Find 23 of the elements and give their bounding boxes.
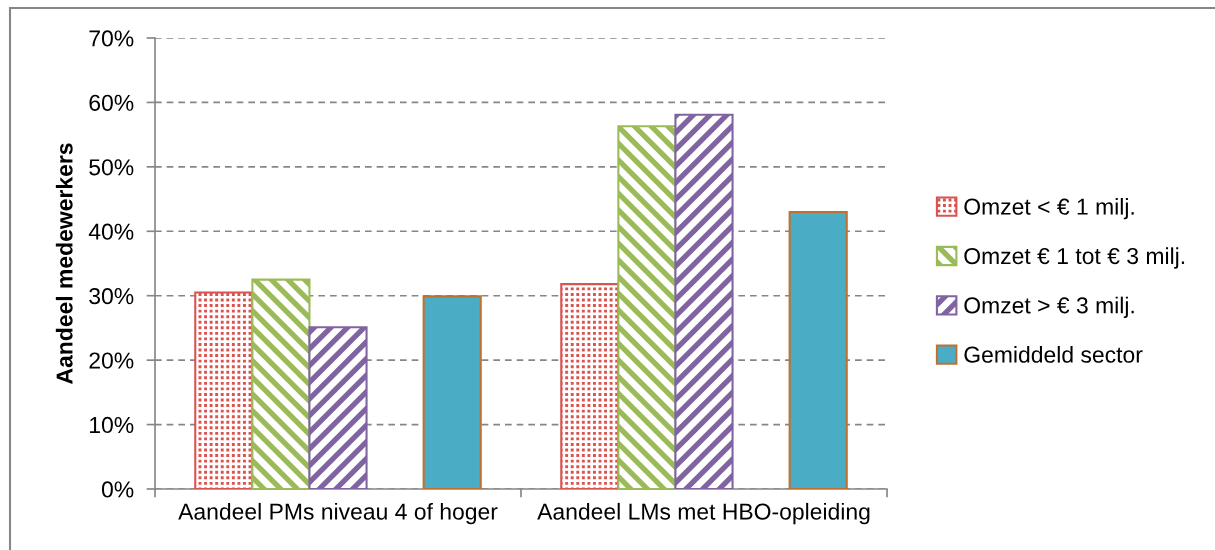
bar [674,113,734,489]
y-tick-label: 10% [90,416,134,434]
y-tick-label: 70% [89,30,134,47]
y-axis-title: Aandeel medewerkers [55,143,73,384]
y-tick-label: 50% [89,159,134,176]
x-tick-label: Aandeel LMs met HBO-opleiding [537,502,870,525]
y-tick-label: 0% [101,481,134,498]
legend-label: Omzet < € 1 milj. [964,198,1134,220]
y-tick-label: 30% [89,288,134,305]
y-tick-label: 20% [89,352,134,369]
bar [422,295,482,489]
bar [194,291,254,489]
bar [560,283,620,489]
y-tick-label: 40% [88,223,134,240]
bar [788,210,848,489]
legend-label: Omzet > € 3 milj. [964,296,1134,319]
x-tick-label: Aandeel PMs niveau 4 of hoger [178,502,498,525]
bar [617,125,677,489]
legend-label: Gemiddeld sector [964,345,1143,363]
legend-label: Omzet € 1 tot € 3 milj. [964,247,1185,269]
bar [308,326,368,489]
bar [251,278,311,489]
y-tick-label: 60% [89,94,134,111]
